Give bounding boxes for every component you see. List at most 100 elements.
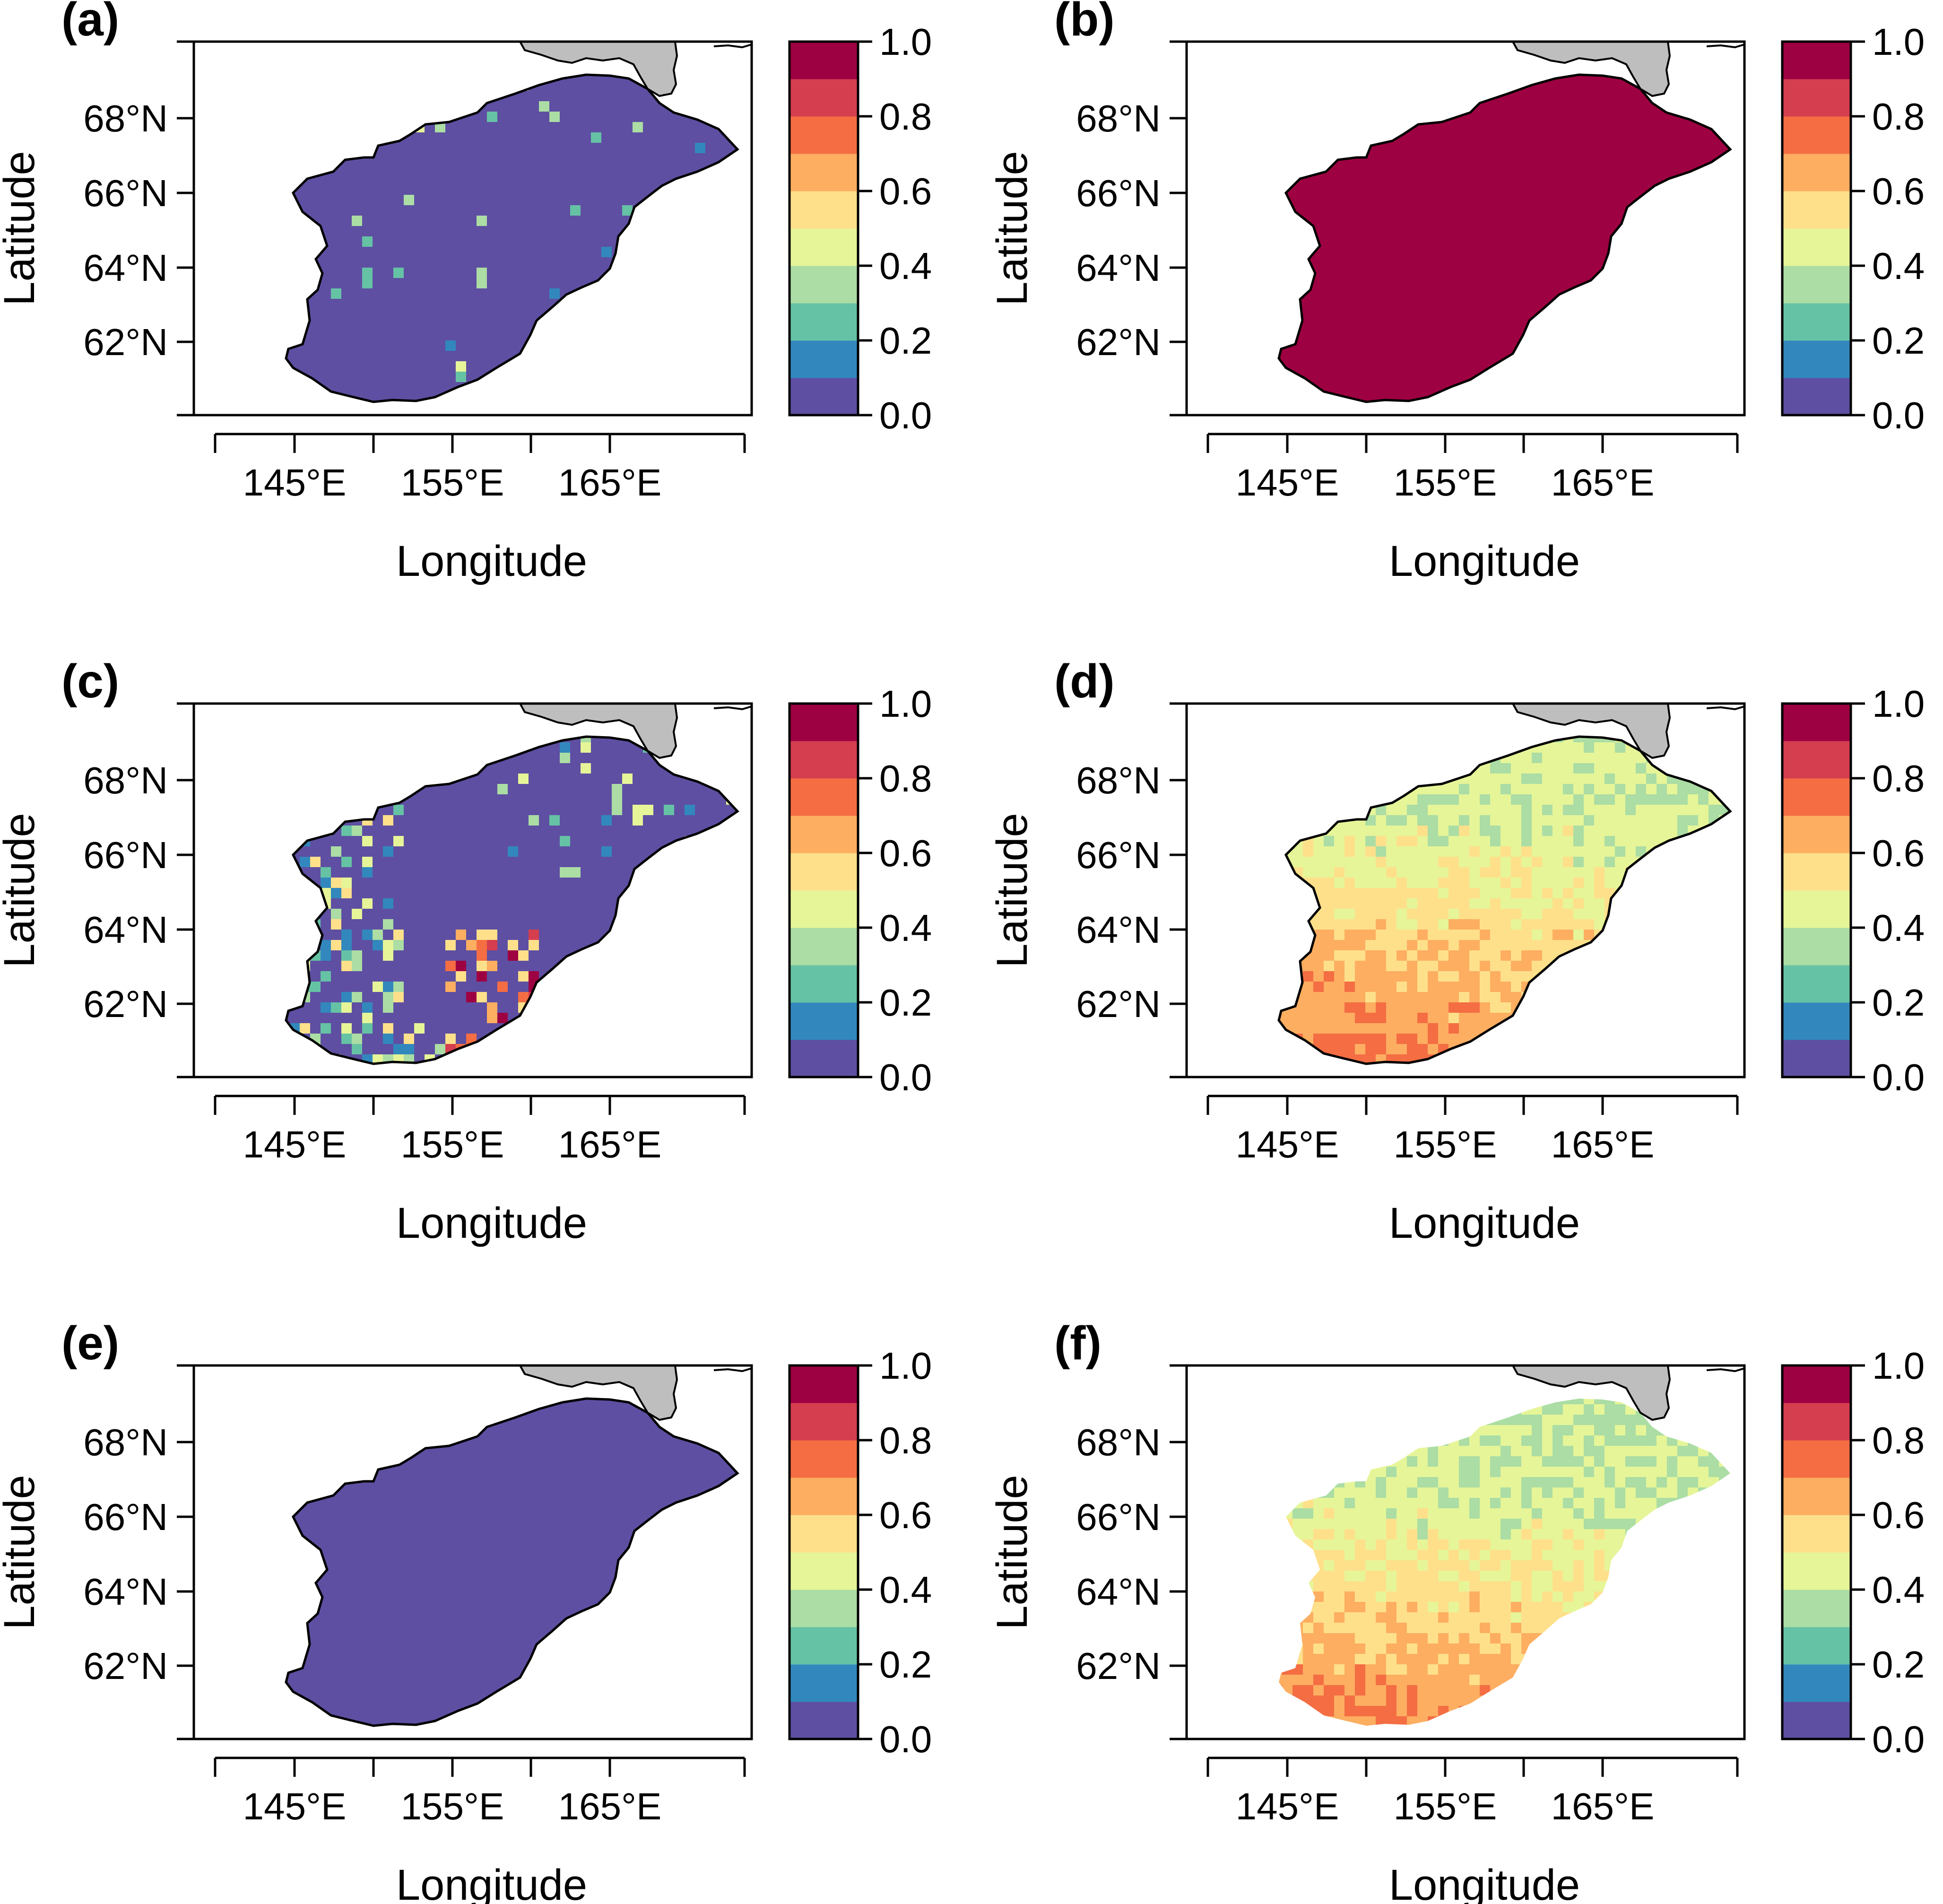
grid-cell — [300, 132, 311, 143]
grid-cell — [508, 122, 519, 133]
grid-cell — [612, 867, 623, 878]
grid-cell — [477, 309, 487, 320]
grid-cell — [1386, 101, 1397, 112]
grid-cell — [601, 195, 612, 206]
grid-cell — [1469, 143, 1480, 154]
grid-cell — [653, 867, 664, 878]
grid-cell — [560, 805, 571, 816]
grid-cell — [393, 226, 404, 237]
grid-cell — [539, 919, 550, 930]
grid-cell — [289, 112, 300, 122]
grid-cell — [591, 857, 602, 868]
grid-cell — [497, 1002, 508, 1013]
grid-cell — [393, 867, 404, 878]
grid-cell — [539, 815, 550, 826]
grid-cell — [1282, 372, 1293, 383]
grid-cell — [664, 340, 675, 351]
grid-cell — [716, 91, 727, 102]
grid-cell — [321, 174, 331, 185]
grid-cell — [633, 982, 643, 992]
grid-cell — [352, 742, 363, 753]
grid-cell — [414, 805, 425, 816]
grid-cell — [1282, 299, 1293, 310]
grid-cell — [622, 763, 633, 774]
grid-cell — [466, 309, 477, 320]
grid-cell — [581, 961, 591, 972]
grid-cell — [1677, 288, 1688, 299]
grid-cell — [622, 950, 633, 961]
grid-cell — [1594, 392, 1605, 402]
grid-cell — [300, 101, 311, 112]
grid-cell — [445, 992, 456, 1003]
grid-cell — [1698, 330, 1709, 341]
grid-cell — [601, 174, 612, 185]
grid-cell — [414, 1002, 425, 1013]
grid-cell — [726, 909, 737, 920]
grid-cell — [1376, 205, 1387, 216]
grid-cell — [289, 1013, 300, 1024]
y-tick-label: 68°N — [83, 97, 168, 139]
grid-cell — [393, 382, 404, 393]
grid-cell — [331, 91, 342, 102]
grid-cell — [1688, 205, 1699, 216]
grid-cell — [456, 846, 467, 857]
grid-cell — [695, 392, 706, 402]
grid-cell — [321, 1034, 331, 1044]
grid-cell — [674, 143, 685, 154]
grid-cell — [1667, 101, 1678, 112]
grid-cell — [737, 247, 747, 258]
grid-cell — [1324, 216, 1335, 226]
grid-cell — [726, 195, 737, 206]
grid-cell — [487, 867, 498, 878]
grid-cell — [289, 164, 300, 174]
grid-cell — [570, 122, 581, 133]
grid-cell — [1719, 205, 1730, 216]
grid-cell — [1334, 112, 1345, 122]
grid-cell — [633, 330, 643, 341]
grid-cell — [425, 372, 435, 383]
grid-cell — [414, 950, 425, 961]
grid-cell — [425, 815, 435, 826]
grid-cell — [383, 382, 394, 393]
grid-cell — [1469, 91, 1480, 102]
grid-cell — [435, 846, 446, 857]
grid-cell — [1698, 174, 1709, 185]
grid-cell — [601, 382, 612, 393]
grid-cell — [1677, 122, 1688, 133]
grid-cell — [1698, 340, 1709, 351]
grid-cell — [456, 174, 467, 185]
grid-cell — [1344, 122, 1355, 133]
grid-cell — [404, 195, 415, 206]
grid-cell — [300, 226, 311, 237]
grid-cell — [1698, 216, 1709, 226]
grid-cell — [383, 299, 394, 310]
grid-cell — [393, 164, 404, 174]
grid-cell — [477, 930, 487, 940]
grid-cell — [1677, 320, 1688, 330]
grid-cell — [664, 226, 675, 237]
grid-cell — [393, 153, 404, 164]
grid-cell — [1365, 184, 1376, 195]
grid-cell — [1292, 153, 1303, 164]
grid-cell — [549, 898, 560, 909]
grid-cell — [508, 805, 519, 816]
grid-cell — [716, 372, 727, 383]
grid-cell — [716, 101, 727, 112]
grid-cell — [393, 184, 404, 195]
grid-cell — [685, 351, 695, 362]
grid-cell — [695, 101, 706, 112]
grid-cell — [1657, 257, 1667, 268]
grid-cell — [393, 247, 404, 258]
grid-cell — [1417, 257, 1428, 268]
grid-cell — [664, 236, 675, 247]
grid-cell — [497, 382, 508, 393]
grid-cell — [1636, 216, 1647, 226]
grid-cell — [466, 361, 477, 372]
grid-cell — [529, 940, 539, 951]
grid-cell — [1480, 153, 1491, 164]
grid-cell — [664, 268, 675, 278]
grid-cell — [456, 288, 467, 299]
grid-cell — [1386, 774, 1397, 784]
grid-cell — [1563, 132, 1574, 143]
grid-cell — [1584, 205, 1595, 216]
